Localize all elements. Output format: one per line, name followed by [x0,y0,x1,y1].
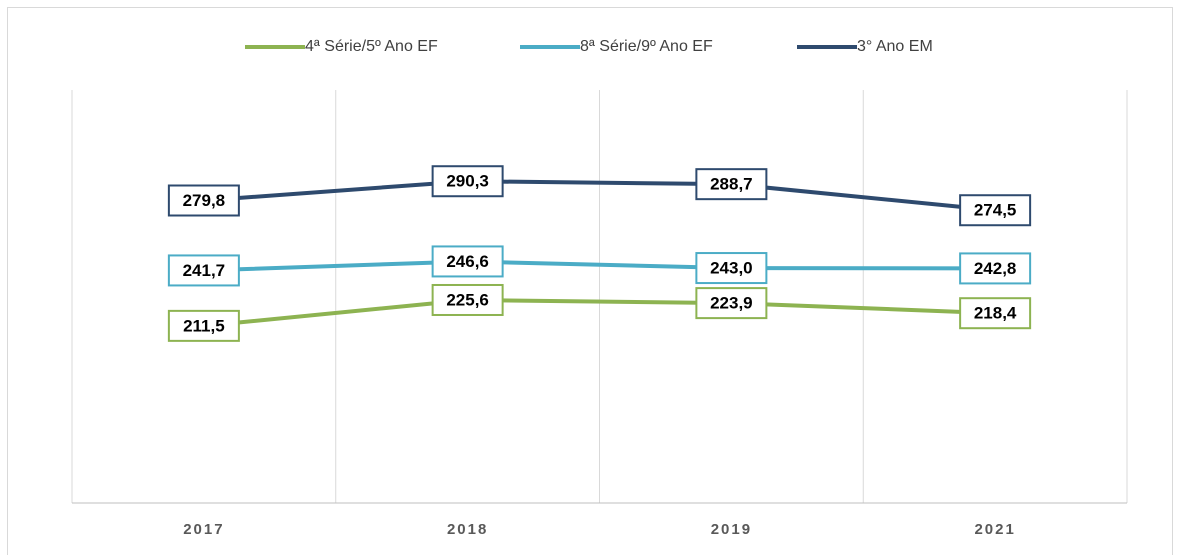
chart-border [7,7,1173,555]
value-label-box [431,165,504,198]
value-label: 225,6 [446,290,489,309]
value-label: 290,3 [446,172,489,191]
value-label-box [695,287,768,320]
value-label-box [167,309,240,342]
value-label-box [431,245,504,278]
series-line [203,259,996,273]
value-label: 242,8 [974,259,1017,278]
value-label-box [959,194,1032,227]
legend-label: 4ª Série/5º Ano EF [305,38,438,55]
series-line [203,179,996,213]
legend-label: 3° Ano EM [857,38,933,55]
x-tick-label: 2021 [974,521,1015,538]
value-label-box [695,168,768,201]
value-label: 288,7 [710,175,753,194]
value-label-box [695,252,768,285]
value-label-box [959,252,1032,285]
value-label: 243,0 [710,259,753,278]
x-tick-label: 2018 [447,521,488,538]
value-label: 223,9 [710,294,753,313]
value-label-box [167,184,240,217]
value-label: 218,4 [974,304,1017,323]
series-line [203,297,996,328]
value-label-box [167,254,240,287]
x-tick-label: 2019 [711,521,752,538]
value-label: 246,6 [446,252,489,271]
value-label-box [959,297,1032,330]
value-label: 274,5 [974,201,1017,220]
legend-label: 8ª Série/9º Ano EF [580,38,713,55]
x-tick-label: 2017 [183,521,224,538]
value-label: 241,7 [183,261,226,280]
value-label: 279,8 [183,191,226,210]
value-label-box [431,283,504,316]
value-label: 211,5 [183,316,225,335]
